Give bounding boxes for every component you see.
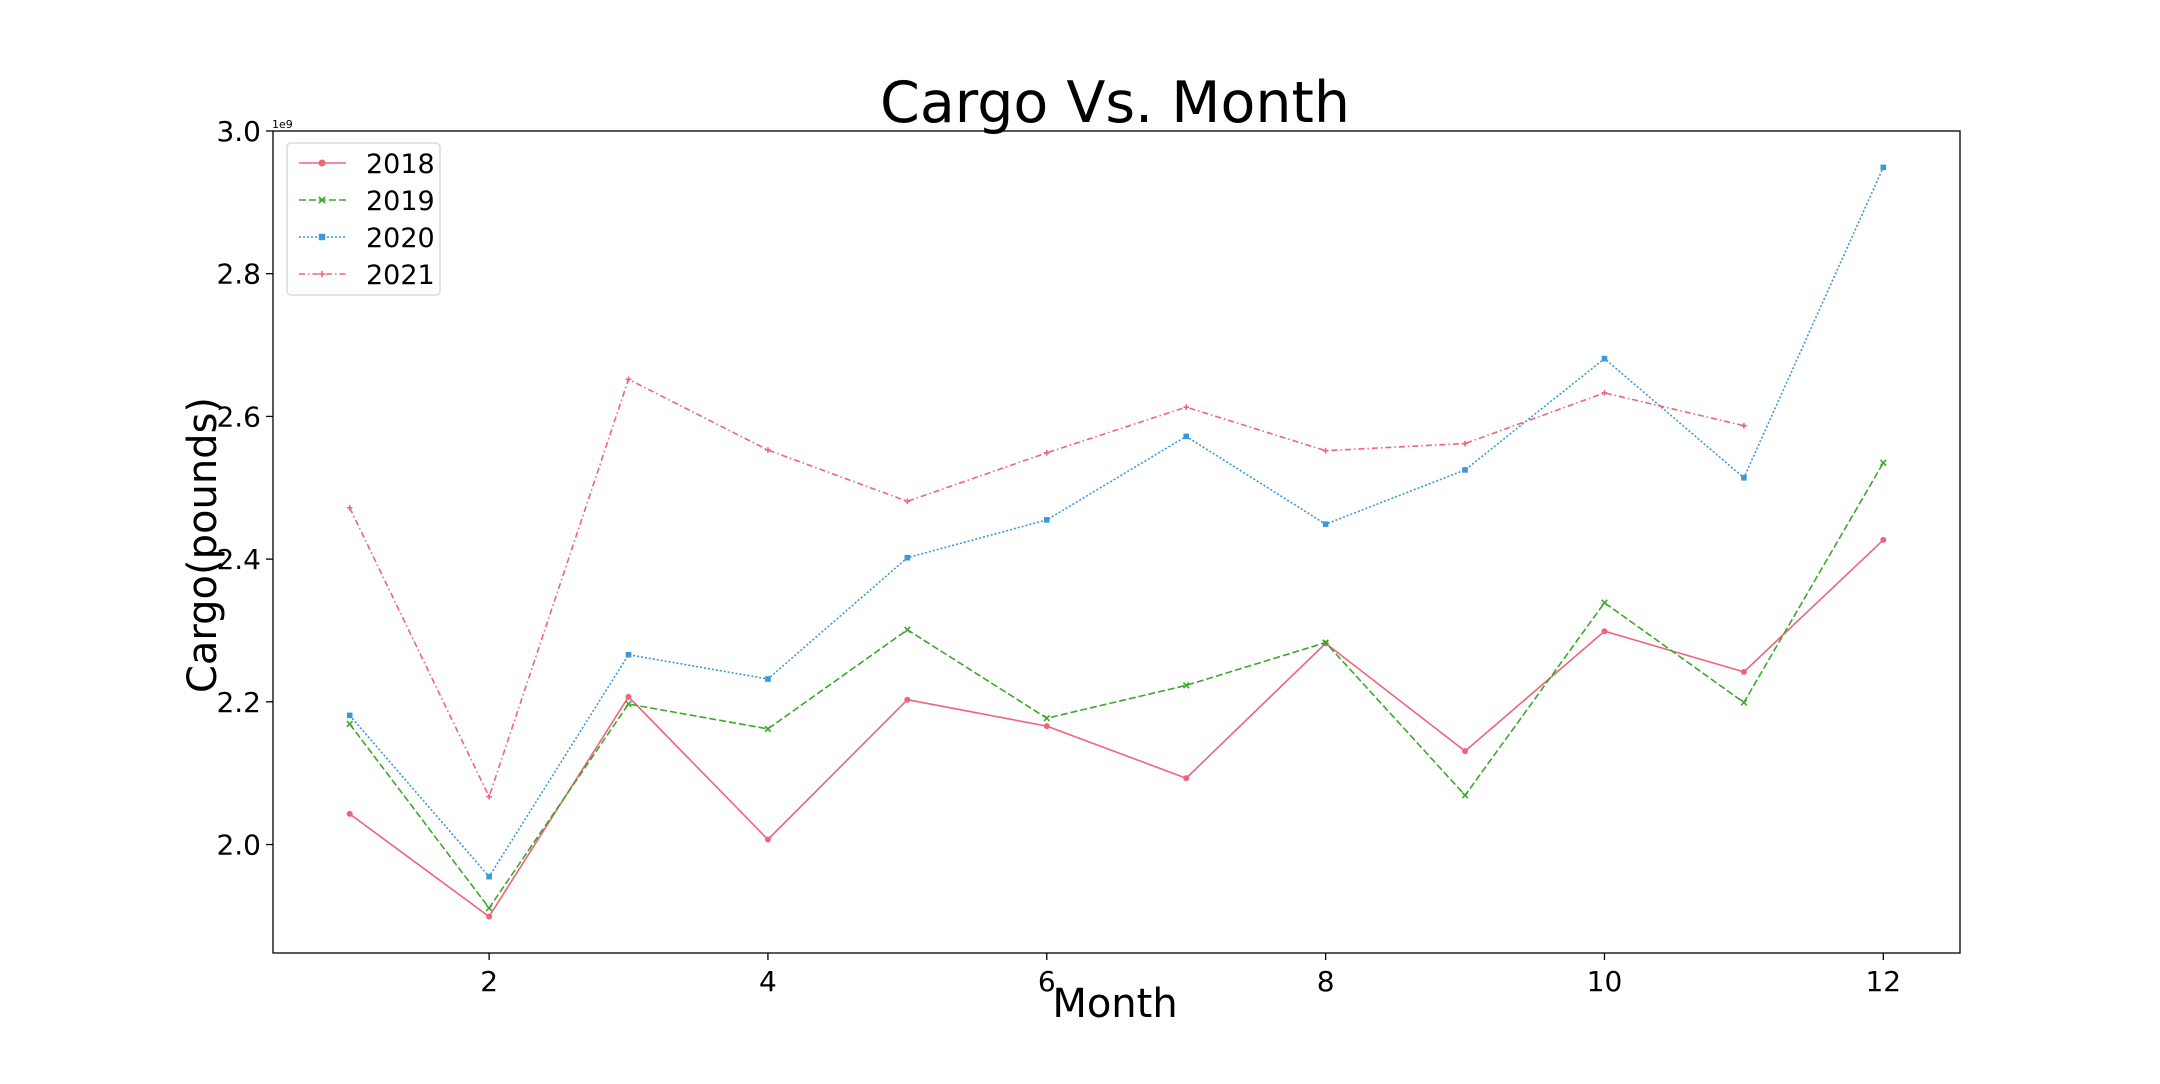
data-point-2019-4 — [764, 725, 772, 733]
axis-ticks: 2 4 6 8 10 12 2.0 2.2 2.4 2.6 2.8 3.0 — [216, 115, 1901, 998]
legend-marker-2021 — [318, 270, 326, 278]
data-point-2019-10 — [1601, 599, 1608, 607]
data-point-2019-11 — [1740, 699, 1748, 706]
data-point-2020-2 — [486, 873, 492, 880]
series-line-2021 — [348, 378, 1745, 798]
x-tick-label-12: 12 — [1865, 965, 1901, 998]
data-point-2019-12 — [1879, 459, 1887, 467]
y-tick-label-2.8: 2.8 — [216, 258, 261, 291]
data-point-2021-4 — [765, 447, 771, 453]
legend-marker-2018 — [318, 159, 326, 167]
data-point-2021-2 — [486, 793, 492, 800]
y-tick-label-2.0: 2.0 — [216, 829, 261, 862]
data-point-2019-9 — [1461, 791, 1469, 799]
y-tick-label-2.4: 2.4 — [216, 543, 261, 576]
data-point-2019-5 — [904, 626, 911, 634]
data-point-2020-10 — [1601, 355, 1608, 362]
plot-frame — [272, 130, 1961, 954]
data-point-2019-8 — [1322, 639, 1329, 646]
data-point-2020-11 — [1741, 474, 1747, 481]
data-point-2018-1 — [346, 810, 353, 817]
data-point-2018-6 — [1043, 723, 1050, 730]
x-tick-label-2: 2 — [480, 965, 498, 998]
series-2021 — [346, 376, 1747, 800]
y-axis-label: Cargo(pounds) — [180, 397, 226, 693]
data-point-2020-6 — [1043, 517, 1050, 523]
data-point-2020-5 — [904, 554, 911, 561]
y-axis-offset-label: 1e9 — [272, 118, 293, 131]
series-2019 — [346, 459, 1887, 912]
data-point-2018-12 — [1880, 536, 1887, 543]
data-point-2021-1 — [346, 504, 353, 511]
data-point-2021-9 — [1462, 440, 1468, 447]
data-point-2019-6 — [1043, 714, 1051, 722]
legend-entry-2021: 2021 — [299, 260, 435, 291]
y-tick-label-2.2: 2.2 — [216, 686, 261, 719]
legend-label-2021: 2021 — [366, 260, 435, 291]
legend-label-2019: 2019 — [366, 186, 435, 217]
data-point-2018-10 — [1601, 628, 1608, 635]
legend-entry-2018: 2018 — [299, 149, 435, 180]
x-axis-label: Month — [1052, 981, 1177, 1027]
data-point-2018-3 — [625, 693, 632, 700]
data-point-2020-4 — [765, 676, 771, 682]
data-point-2021-8 — [1322, 447, 1329, 454]
series-2018 — [346, 536, 1887, 920]
data-point-2021-11 — [1741, 422, 1747, 429]
data-point-2018-4 — [764, 836, 771, 843]
x-tick-label-4: 4 — [759, 965, 777, 998]
legend-marker-2020 — [318, 233, 326, 241]
chart-title: Cargo Vs. Month — [880, 70, 1350, 136]
data-point-2019-3 — [625, 700, 632, 708]
y-tick-label-3.0: 3.0 — [216, 115, 261, 148]
data-point-2020-3 — [625, 651, 632, 658]
data-point-2021-3 — [625, 376, 632, 383]
y-tick-label-2.6: 2.6 — [216, 400, 261, 433]
legend-label-2018: 2018 — [366, 149, 435, 180]
x-tick-label-6: 6 — [1038, 965, 1056, 998]
series-line-2019 — [349, 462, 1884, 909]
data-point-2018-9 — [1462, 748, 1469, 755]
data-point-2021-7 — [1183, 404, 1190, 410]
series-2020 — [346, 164, 1887, 880]
series-line-2018 — [349, 539, 1884, 918]
legend-entry-2019: 2019 — [299, 186, 435, 217]
data-point-2020-12 — [1880, 164, 1887, 171]
data-point-2020-9 — [1462, 467, 1468, 473]
data-point-2018-11 — [1740, 668, 1747, 675]
data-point-2018-2 — [486, 913, 493, 920]
data-point-2021-5 — [904, 498, 911, 505]
data-point-2021-6 — [1043, 450, 1050, 456]
legend-entry-2020: 2020 — [299, 223, 435, 254]
data-point-2019-2 — [485, 904, 493, 912]
data-point-2018-7 — [1183, 775, 1190, 782]
data-point-2021-10 — [1601, 390, 1608, 396]
series-line-2020 — [349, 167, 1885, 878]
legend: 2018 2019 2020 2021 — [286, 142, 441, 296]
data-point-2019-1 — [346, 720, 354, 728]
legend-label-2020: 2020 — [366, 223, 435, 254]
data-point-2020-1 — [346, 712, 353, 719]
data-point-2019-7 — [1182, 682, 1190, 689]
data-point-2020-8 — [1322, 521, 1329, 527]
legend-marker-2019 — [318, 196, 326, 204]
x-tick-label-10: 10 — [1587, 965, 1623, 998]
data-point-2018-5 — [904, 696, 911, 703]
legend-frame — [286, 142, 441, 296]
plot-marks — [346, 164, 1887, 920]
data-point-2020-7 — [1183, 433, 1190, 440]
x-tick-label-8: 8 — [1317, 965, 1335, 998]
